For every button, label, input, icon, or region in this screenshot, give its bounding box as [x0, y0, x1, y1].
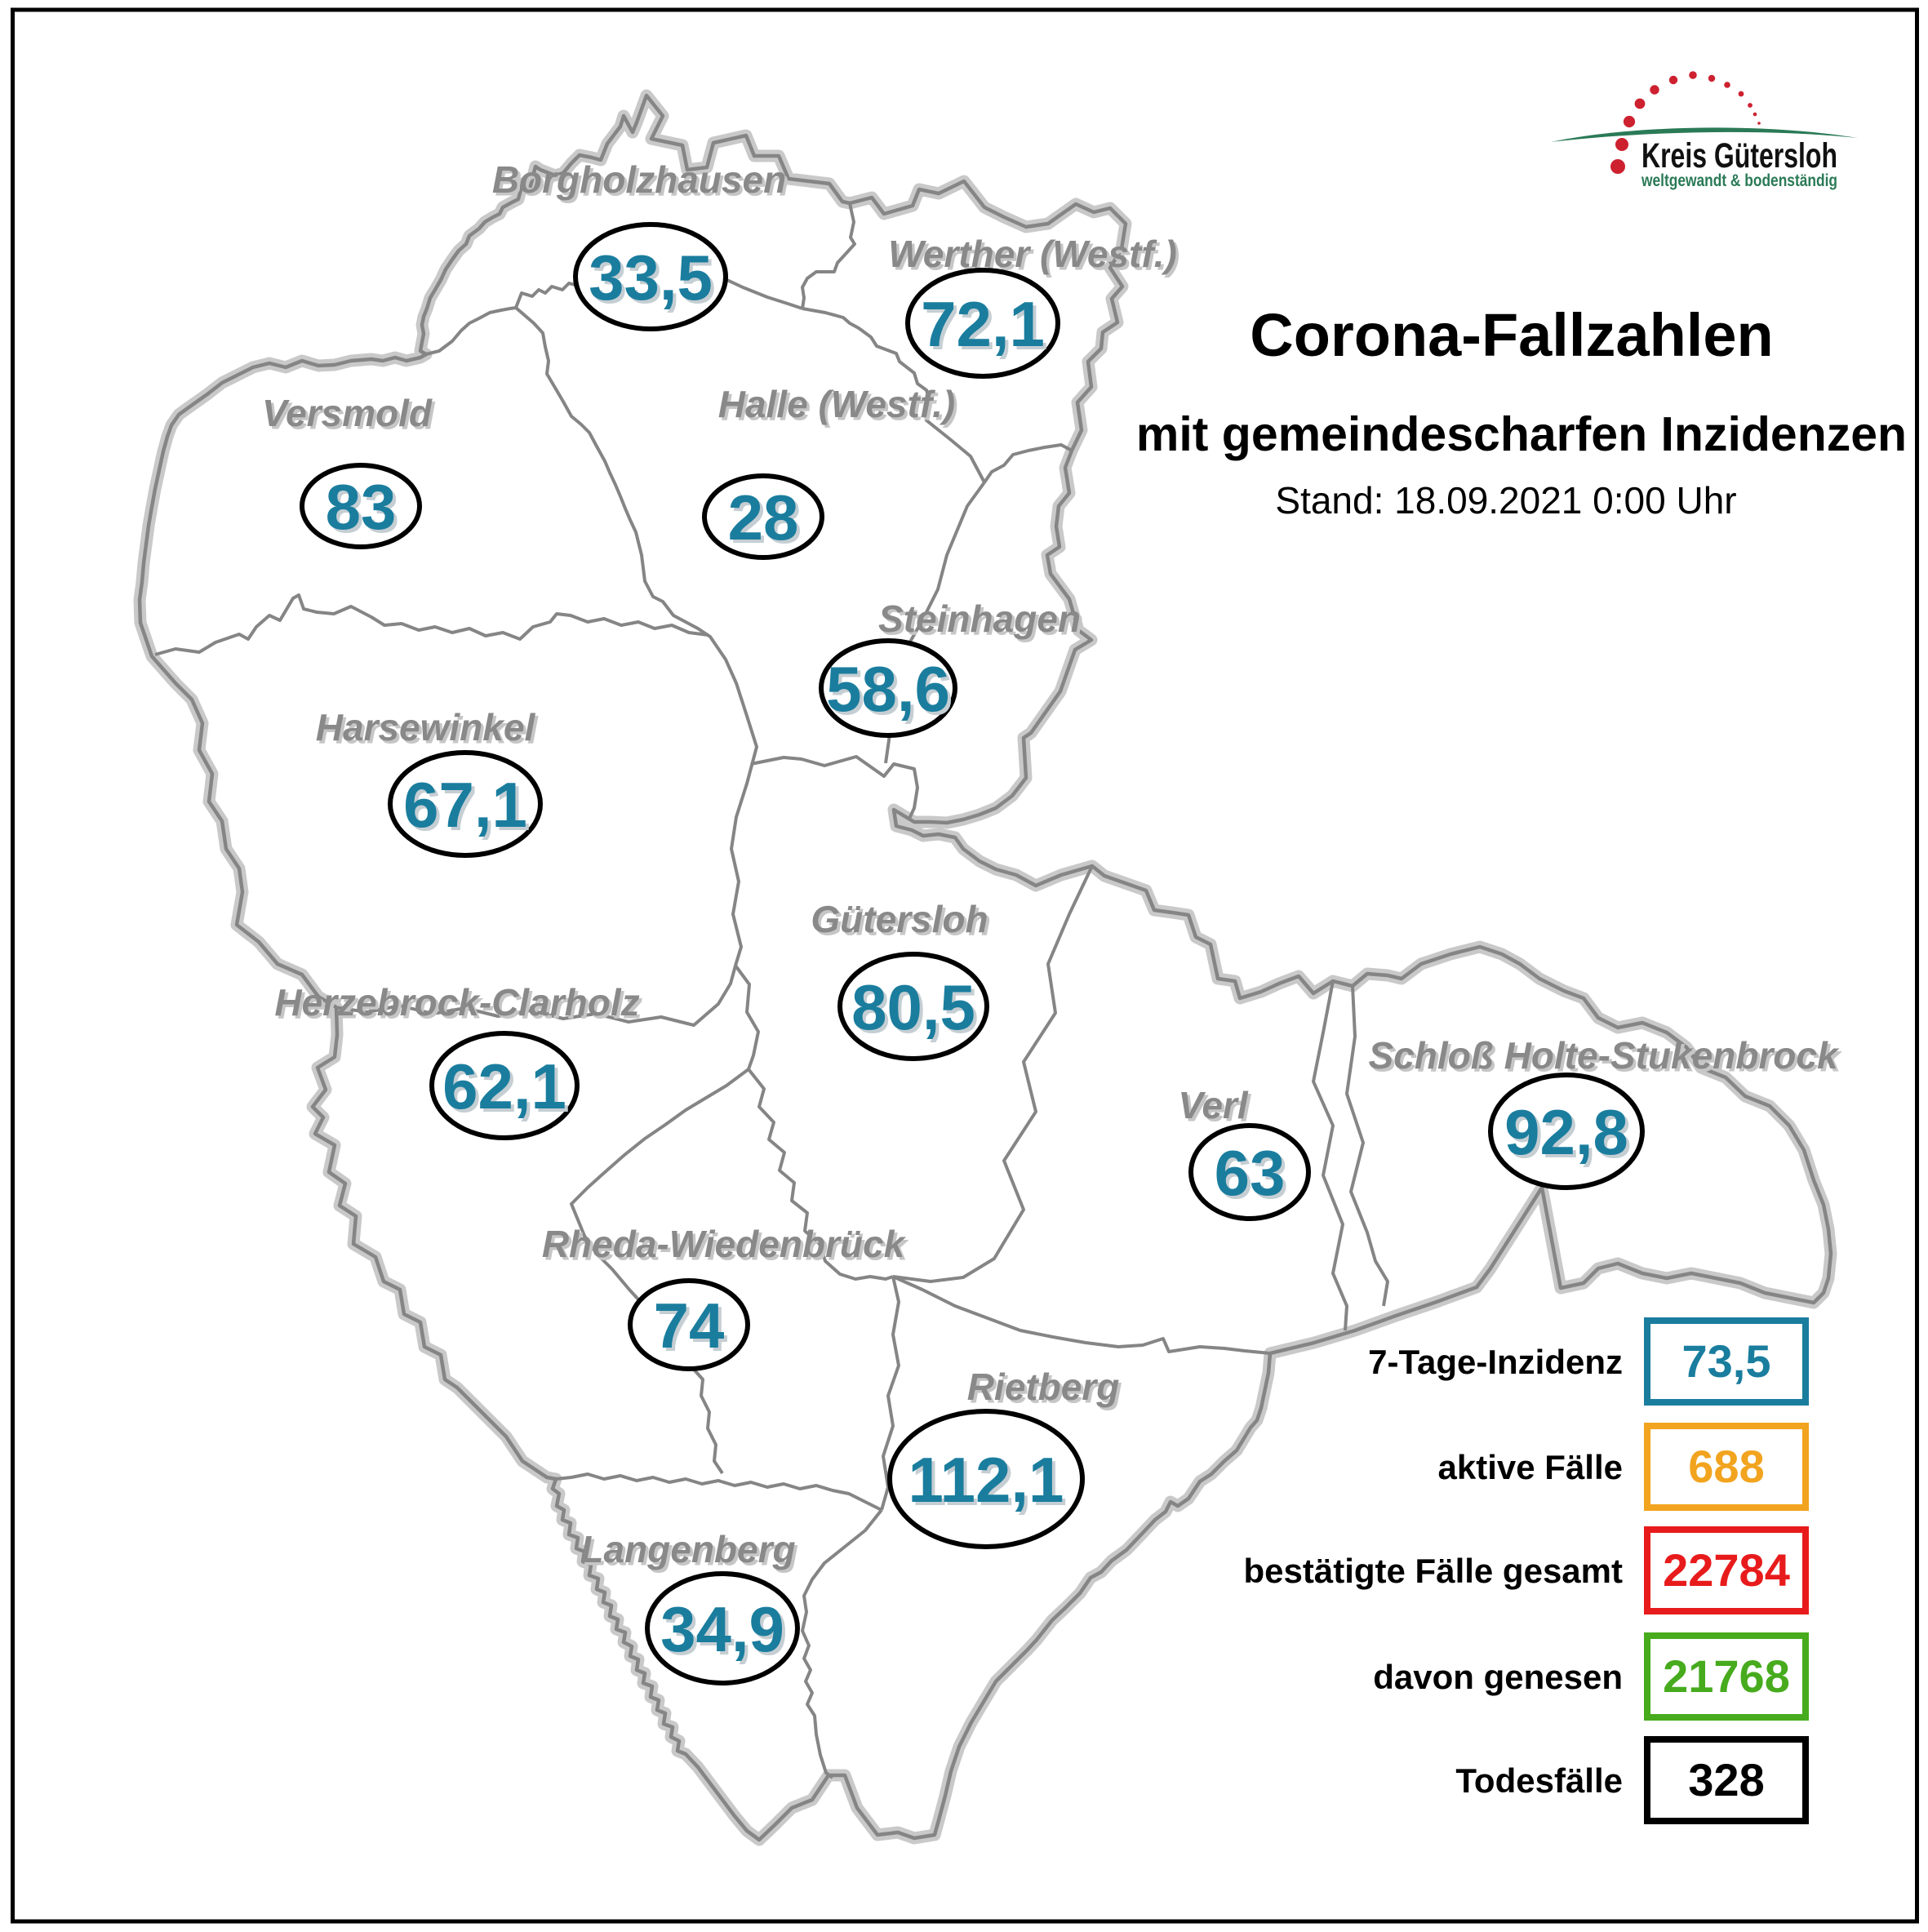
svg-text:Rheda-Wiedenbrück: Rheda-Wiedenbrück: [544, 1226, 909, 1268]
svg-text:bestätigte Fälle gesamt: bestätigte Fälle gesamt: [1244, 1552, 1623, 1590]
svg-text:58,6: 58,6: [829, 656, 953, 728]
svg-text:Stand: 18.09.2021 0:00 Uhr: Stand: 18.09.2021 0:00 Uhr: [1275, 479, 1736, 522]
svg-text:davon genesen: davon genesen: [1373, 1658, 1623, 1696]
svg-text:Rietberg: Rietberg: [967, 1366, 1120, 1408]
svg-text:Langenberg: Langenberg: [584, 1531, 798, 1574]
svg-text:Halle (Westf.): Halle (Westf.): [718, 383, 956, 425]
svg-text:83: 83: [326, 471, 397, 543]
svg-text:67,1: 67,1: [403, 769, 527, 841]
svg-text:28: 28: [728, 482, 799, 553]
svg-text:28: 28: [731, 485, 802, 557]
svg-text:Verl: Verl: [1181, 1087, 1251, 1130]
svg-text:Halle (Westf.): Halle (Westf.): [721, 386, 958, 429]
svg-text:Langenberg: Langenberg: [580, 1528, 795, 1570]
svg-text:Versmold: Versmold: [265, 395, 436, 437]
svg-text:112,1: 112,1: [908, 1444, 1064, 1516]
svg-text:80,5: 80,5: [855, 975, 979, 1046]
svg-text:Corona-Fallzahlen: Corona-Fallzahlen: [1250, 301, 1773, 369]
svg-text:aktive Fälle: aktive Fälle: [1438, 1448, 1623, 1486]
svg-text:34,9: 34,9: [664, 1597, 788, 1668]
svg-text:Werther (Westf.): Werther (Westf.): [891, 236, 1180, 278]
svg-text:Harsewinkel: Harsewinkel: [318, 709, 539, 752]
svg-text:67,1: 67,1: [406, 772, 531, 844]
svg-text:33,5: 33,5: [589, 242, 713, 313]
svg-text:62,1: 62,1: [446, 1054, 570, 1126]
svg-text:Steinhagen: Steinhagen: [878, 597, 1081, 640]
svg-text:74: 74: [654, 1290, 725, 1361]
svg-text:Borgholzhausen: Borgholzhausen: [492, 158, 786, 201]
svg-text:62,1: 62,1: [442, 1050, 566, 1122]
svg-text:7-Tage-Inzidenz: 7-Tage-Inzidenz: [1368, 1343, 1623, 1381]
svg-text:63: 63: [1215, 1137, 1286, 1209]
svg-text:Rheda-Wiedenbrück: Rheda-Wiedenbrück: [542, 1223, 907, 1265]
svg-text:Harsewinkel: Harsewinkel: [316, 706, 536, 748]
svg-text:112,1: 112,1: [912, 1447, 1068, 1519]
svg-text:58,6: 58,6: [826, 653, 950, 725]
svg-text:92,8: 92,8: [1504, 1096, 1628, 1168]
svg-text:328: 328: [1688, 1754, 1764, 1805]
svg-text:Rietberg: Rietberg: [970, 1369, 1122, 1411]
svg-text:Verl: Verl: [1178, 1084, 1248, 1126]
svg-text:Herzebrock-Clarholz: Herzebrock-Clarholz: [274, 981, 639, 1024]
svg-text:63: 63: [1218, 1140, 1289, 1212]
svg-text:Gütersloh: Gütersloh: [814, 901, 991, 944]
svg-text:Schloß Holte-Stukenbrock: Schloß Holte-Stukenbrock: [1368, 1034, 1839, 1077]
svg-text:Todesfälle: Todesfälle: [1455, 1761, 1623, 1800]
svg-text:34,9: 34,9: [660, 1593, 784, 1665]
svg-text:83: 83: [329, 474, 400, 546]
svg-text:Steinhagen: Steinhagen: [882, 601, 1084, 643]
svg-text:Werther (Westf.): Werther (Westf.): [888, 233, 1177, 275]
svg-text:mit gemeindescharfen Inzidenze: mit gemeindescharfen Inzidenzen: [1136, 407, 1907, 461]
svg-text:73,5: 73,5: [1682, 1335, 1771, 1387]
svg-text:72,1: 72,1: [921, 288, 1045, 360]
svg-text:Kreis Gütersloh: Kreis Gütersloh: [1641, 136, 1837, 175]
svg-text:80,5: 80,5: [851, 971, 975, 1043]
svg-text:74: 74: [657, 1293, 728, 1365]
svg-text:Herzebrock-Clarholz: Herzebrock-Clarholz: [278, 984, 642, 1027]
svg-text:688: 688: [1688, 1441, 1764, 1492]
svg-text:Versmold: Versmold: [262, 392, 433, 434]
svg-text:72,1: 72,1: [924, 291, 1048, 363]
svg-text:weltgewandt & bodenständig: weltgewandt & bodenständig: [1641, 171, 1837, 190]
svg-text:Schloß Holte-Stukenbrock: Schloß Holte-Stukenbrock: [1371, 1037, 1842, 1080]
svg-text:Gütersloh: Gütersloh: [811, 898, 988, 940]
svg-text:Borgholzhausen: Borgholzhausen: [495, 162, 789, 204]
svg-text:92,8: 92,8: [1508, 1099, 1632, 1171]
svg-text:21768: 21768: [1663, 1650, 1790, 1702]
svg-text:22784: 22784: [1663, 1544, 1790, 1596]
svg-text:33,5: 33,5: [592, 245, 716, 317]
